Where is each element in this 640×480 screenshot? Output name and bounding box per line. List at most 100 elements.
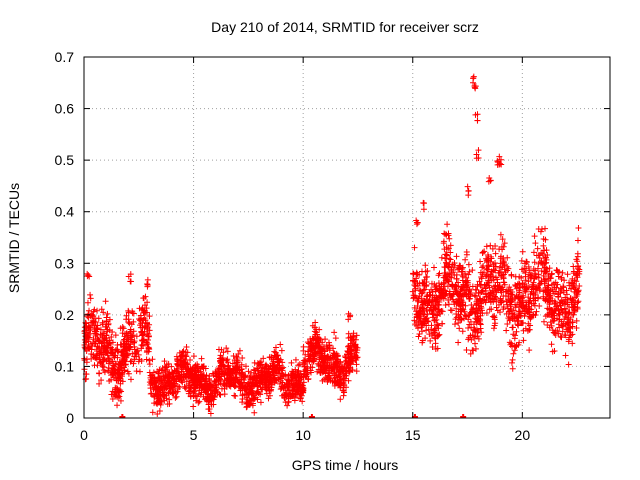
data-point: [474, 333, 481, 340]
data-point: [346, 360, 353, 367]
data-point: [294, 388, 301, 395]
data-point: [489, 288, 496, 295]
data-point: [105, 320, 112, 327]
data-point: [89, 343, 96, 350]
data-point: [120, 343, 127, 350]
data-point: [220, 367, 227, 374]
data-point: [472, 310, 479, 317]
data-point: [461, 308, 468, 315]
data-point: [475, 154, 482, 161]
data-point: [268, 386, 275, 393]
data-point: [320, 359, 327, 366]
data-point: [499, 284, 506, 291]
data-point: [474, 313, 481, 320]
data-point: [488, 277, 495, 284]
data-point: [532, 240, 539, 247]
data-point: [304, 339, 311, 346]
data-point: [559, 300, 566, 307]
data-point: [312, 342, 319, 349]
data-point: [336, 381, 343, 388]
data-point: [435, 325, 442, 332]
data-point: [545, 311, 552, 318]
data-point: [238, 374, 245, 381]
data-point: [99, 361, 106, 368]
data-point: [186, 367, 193, 374]
data-point: [535, 260, 542, 267]
data-point: [155, 370, 162, 377]
data-point: [531, 270, 538, 277]
data-point: [474, 117, 481, 124]
data-point: [558, 306, 565, 313]
data-point: [211, 378, 218, 385]
data-point: [513, 293, 520, 300]
data-point: [492, 267, 499, 274]
data-point: [500, 304, 507, 311]
data-point: [315, 361, 322, 368]
data-point: [520, 327, 527, 334]
data-point: [194, 380, 201, 387]
data-point: [547, 274, 554, 281]
data-point: [322, 336, 329, 343]
data-point: [182, 353, 189, 360]
data-point: [201, 385, 208, 392]
data-point: [477, 297, 484, 304]
data-point: [195, 390, 202, 397]
data-point: [251, 375, 258, 382]
data-point: [482, 285, 489, 292]
data-point: [411, 304, 418, 311]
data-point: [271, 348, 278, 355]
data-point: [480, 263, 487, 270]
data-point: [447, 242, 454, 249]
data-point: [533, 308, 540, 315]
data-point: [255, 383, 262, 390]
data-point: [98, 347, 105, 354]
data-point: [133, 368, 140, 375]
data-point: [501, 240, 508, 247]
data-point: [234, 366, 241, 373]
data-point: [174, 385, 181, 392]
data-point: [426, 292, 433, 299]
data-point: [244, 380, 251, 387]
data-point: [479, 249, 486, 256]
data-point: [263, 390, 270, 397]
data-point: [151, 400, 158, 407]
data-point: [459, 264, 466, 271]
data-point: [477, 325, 484, 332]
data-point: [200, 372, 207, 379]
data-point: [130, 310, 137, 317]
data-point: [187, 373, 194, 380]
data-point: [510, 313, 517, 320]
data-point: [171, 367, 178, 374]
data-point: [472, 111, 479, 118]
data-point: [84, 270, 91, 277]
data-point: [100, 351, 107, 358]
data-point: [91, 328, 98, 335]
data-point: [334, 356, 341, 363]
data-point: [161, 385, 168, 392]
x-tick-label: 0: [80, 427, 88, 443]
data-point: [252, 367, 259, 374]
data-point: [488, 255, 495, 262]
data-point: [460, 292, 467, 299]
data-point: [464, 183, 471, 190]
data-point: [562, 321, 569, 328]
data-point: [343, 372, 350, 379]
data-point: [475, 335, 482, 342]
data-point: [574, 250, 581, 257]
data-point: [350, 358, 357, 365]
data-point: [280, 372, 287, 379]
data-point: [479, 264, 486, 271]
data-point: [247, 376, 254, 383]
data-point: [161, 392, 168, 399]
data-point: [151, 381, 158, 388]
data-point: [195, 399, 202, 406]
data-point: [207, 410, 214, 417]
data-point: [112, 370, 119, 377]
data-point: [410, 270, 417, 277]
data-point: [210, 370, 217, 377]
data-point: [513, 343, 520, 350]
data-point: [522, 305, 529, 312]
data-point: [161, 373, 168, 380]
data-point: [478, 329, 485, 336]
data-point: [560, 289, 567, 296]
